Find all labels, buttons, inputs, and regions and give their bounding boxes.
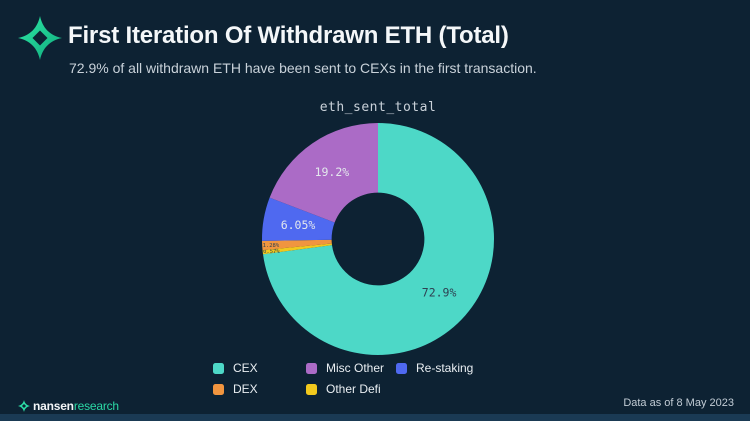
legend-label: DEX xyxy=(233,382,258,396)
footer-brand-name: nansen xyxy=(33,399,74,413)
pie-slice-re-staking xyxy=(261,197,335,241)
pie-slice-other-defi xyxy=(262,243,332,255)
page-title: First Iteration Of Withdrawn ETH (Total) xyxy=(68,22,509,49)
pie-slice-misc-other xyxy=(269,123,378,223)
legend-item-other-defi: Other Defi xyxy=(306,382,396,396)
legend-label: Other Defi xyxy=(326,382,381,396)
legend-item-re-staking: Re-staking xyxy=(396,361,473,375)
pie-label-re-staking: 6.05% xyxy=(281,218,316,232)
data-as-of-note: Data as of 8 May 2023 xyxy=(623,397,734,409)
footer-brand-suffix: research xyxy=(73,399,119,413)
legend-label: Re-staking xyxy=(416,361,474,375)
bottom-accent-bar xyxy=(0,414,750,421)
nansen-star-icon xyxy=(18,400,30,412)
pie-label-dex: 1.28% xyxy=(263,243,280,249)
footer-brand: nansen research xyxy=(18,399,119,413)
nansen-logo-icon xyxy=(18,16,62,60)
donut-chart: 72.9% 0.57% 1.28% 6.05% 19.2% xyxy=(260,121,496,357)
pie-label-misc-other: 19.2% xyxy=(315,165,350,179)
legend-item-cex: CEX xyxy=(213,361,306,375)
page-subtitle: 72.9% of all withdrawn ETH have been sen… xyxy=(69,60,537,76)
chart-title: eth_sent_total xyxy=(319,100,437,115)
pie-label-cex: 72.9% xyxy=(422,286,457,300)
legend-swatch-icon xyxy=(396,362,407,374)
legend-label: CEX xyxy=(233,361,258,375)
donut-chart-svg: 72.9% 0.57%1.28% 6.05% 19.2% xyxy=(261,123,495,355)
legend-item-misc-other: Misc Other xyxy=(306,361,396,375)
legend-swatch-icon xyxy=(306,383,317,395)
pie-label-other-defi: 0.57% xyxy=(263,249,280,255)
legend-swatch-icon xyxy=(306,362,317,374)
legend-swatch-icon xyxy=(213,383,224,395)
legend-label: Misc Other xyxy=(326,361,385,375)
chart-legend: CEX Misc Other Re-staking DEX Other Defi xyxy=(213,361,473,396)
pie-slice-dex xyxy=(262,239,332,251)
pie-slice-cex xyxy=(263,123,495,355)
legend-item-dex: DEX xyxy=(213,382,306,396)
legend-swatch-icon xyxy=(213,362,224,374)
